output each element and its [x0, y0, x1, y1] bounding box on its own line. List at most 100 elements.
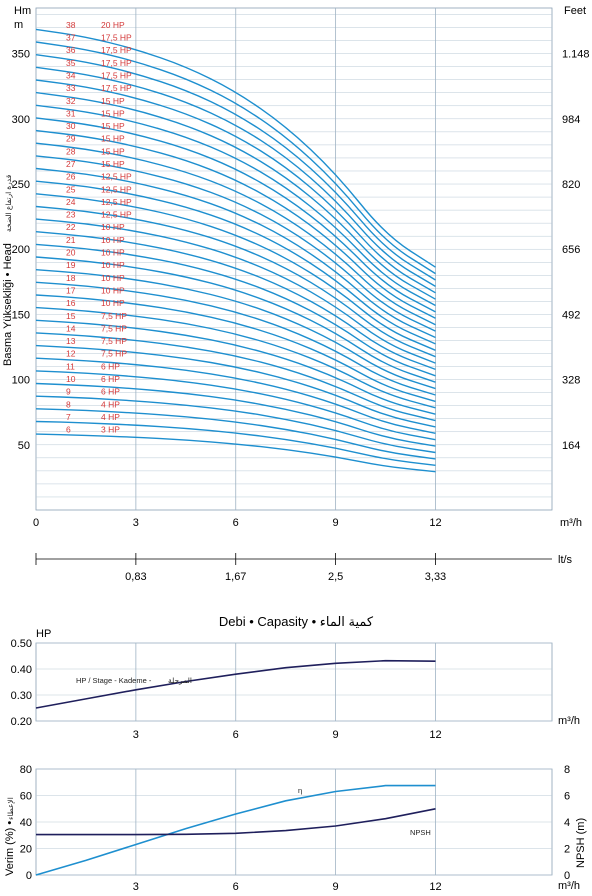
y-tick-label: 350	[12, 49, 30, 61]
head-right-ticks: 164 328 492 656 820 984 1.148	[562, 49, 590, 452]
head-curve-stage-15	[35, 319, 436, 415]
head-curves	[35, 28, 436, 473]
x-unit-m3h: m³/h	[560, 517, 582, 529]
hp-y-ticks: 0.20 0.30 0.40 0.50	[11, 638, 32, 728]
npsh-axis-label: NPSH (m)	[575, 818, 587, 868]
head-curve-stage-9	[35, 395, 436, 454]
npsh-curve	[36, 808, 436, 836]
stage-number: 11	[66, 361, 75, 371]
right-tick-label: 492	[562, 309, 580, 321]
head-curve-stage-8	[35, 408, 436, 460]
stage-number: 24	[66, 197, 76, 207]
stage-number: 22	[66, 222, 76, 232]
stage-number: 38	[66, 20, 76, 30]
x-tick-label: 0	[33, 517, 39, 529]
stage-hp: 15 HP	[101, 159, 125, 169]
head-curve-stage-13	[35, 344, 436, 428]
stage-number: 13	[66, 336, 76, 346]
stage-hp: 17,5 HP	[101, 70, 132, 80]
hp-x-unit: m³/h	[558, 715, 580, 727]
stage-hp: 7,5 HP	[101, 323, 127, 333]
stage-number: 21	[66, 235, 76, 245]
stage-hp: 10 HP	[101, 273, 125, 283]
eff-x-tick-label: 3	[133, 881, 139, 893]
stage-hp: 4 HP	[101, 399, 120, 409]
x-tick-label: 6	[233, 517, 239, 529]
eff-y-ticks: 0 20 40 60 80	[20, 764, 32, 882]
lts-axis: 0,83 1,67 2,5 3,33 lt/s	[35, 553, 573, 583]
stage-number: 14	[66, 323, 76, 333]
hp-x-tick-label: 3	[133, 729, 139, 741]
head-curve-stage-32	[35, 104, 436, 307]
stage-number: 8	[66, 399, 71, 409]
stage-hp: 6 HP	[101, 361, 120, 371]
hp-curve	[35, 659, 436, 709]
head-curve-stage-18	[35, 281, 436, 396]
head-curve-stage-21	[35, 243, 436, 377]
y-tick-label: 50	[18, 440, 30, 452]
stage-number: 6	[66, 425, 71, 435]
head-curve-stage-16	[35, 306, 436, 409]
stage-number: 35	[66, 58, 76, 68]
stage-hp: 15 HP	[101, 134, 125, 144]
stage-number: 15	[66, 311, 76, 321]
stage-hp: 12,5 HP	[101, 184, 132, 194]
hp-series-label: HP / Stage - Kademe -	[76, 676, 152, 685]
stage-number: 28	[66, 146, 76, 156]
stage-hp: 6 HP	[101, 387, 120, 397]
hp-x-ticks: 3 6 9 12	[133, 729, 442, 741]
stage-hp: 7,5 HP	[101, 349, 127, 359]
eff-x-tick-label: 12	[429, 881, 441, 893]
stage-hp: 17,5 HP	[101, 83, 132, 93]
hp-y-tick-label: 0.40	[11, 664, 32, 676]
stage-hp: 17,5 HP	[101, 58, 132, 68]
eff-y-axis-label: Verim (%) •	[4, 821, 16, 876]
head-curve-stage-17	[35, 294, 436, 403]
stage-hp: 4 HP	[101, 412, 120, 422]
head-curve-stage-24	[35, 205, 436, 358]
npsh-tick-label: 2	[564, 844, 570, 856]
head-curve-stage-27	[35, 167, 436, 339]
head-stage-labels: 38 20 HP 37 17,5 HP 36 17,5 HP 35 17,5 HP 34 17,5…	[66, 20, 132, 435]
npsh-tick-label: 8	[564, 764, 570, 776]
stage-number: 19	[66, 260, 76, 270]
stage-hp: 10 HP	[101, 298, 125, 308]
stage-hp: 17,5 HP	[101, 33, 132, 43]
stage-number: 34	[66, 70, 76, 80]
eff-y-tick-label: 20	[20, 844, 32, 856]
hp-y-tick-label: 0.50	[11, 638, 32, 650]
stage-number: 20	[66, 248, 76, 258]
stage-number: 9	[66, 387, 71, 397]
eff-y-tick-label: 0	[26, 870, 32, 882]
head-curve-stage-31	[35, 117, 436, 313]
y-tick-label: 250	[12, 179, 30, 191]
head-curve-stage-6	[35, 433, 436, 473]
lts-tick-label: 0,83	[125, 571, 146, 583]
eff-x-unit: m³/h	[558, 880, 580, 892]
head-curve-stage-37	[35, 41, 436, 275]
stage-number: 29	[66, 134, 76, 144]
eff-y-axis-label-arabic: الإعطاء	[6, 797, 15, 820]
head-curve-stage-12	[35, 357, 436, 434]
stage-hp: 7,5 HP	[101, 336, 127, 346]
lts-tick-label: 2,5	[328, 571, 343, 583]
stage-number: 30	[66, 121, 76, 131]
stage-hp: 3 HP	[101, 425, 120, 435]
capacity-title: Debi • Capasity • كمية الماء	[219, 614, 374, 629]
head-curve-stage-26	[35, 180, 436, 345]
head-curve-stage-23	[35, 218, 436, 364]
head-curve-stage-22	[35, 231, 436, 371]
stage-hp: 20 HP	[101, 20, 125, 30]
y-tick-label: 200	[12, 244, 30, 256]
hp-y-tick-label: 0.20	[11, 716, 32, 728]
npsh-tick-label: 0	[564, 870, 570, 882]
stage-number: 23	[66, 210, 76, 220]
head-y-ticks: 50 100 150 200 250 300 350	[12, 49, 30, 452]
hp-chart: 0.20 0.30 0.40 0.50 3 6 9 12 HP m³/h HP / Stag…	[11, 628, 580, 741]
y-tick-label: 150	[12, 309, 30, 321]
stage-hp: 10 HP	[101, 222, 125, 232]
head-curve-stage-19	[35, 269, 436, 390]
head-x-ticks: 0 3 6 9 12	[33, 517, 442, 529]
eff-x-tick-label: 6	[233, 881, 239, 893]
head-curve-stage-30	[35, 129, 436, 319]
